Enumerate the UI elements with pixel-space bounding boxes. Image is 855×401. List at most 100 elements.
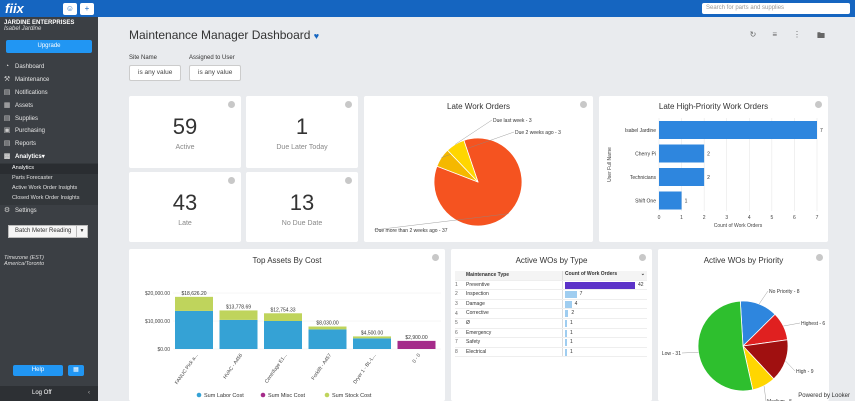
- heart-icon[interactable]: ♥: [313, 31, 320, 41]
- submenu-item[interactable]: Closed Work Order Insights: [12, 194, 80, 201]
- x-category-label: Dryer 1 - BL-L...: [352, 353, 377, 386]
- site-name-filter[interactable]: is any value: [129, 65, 182, 81]
- bar[interactable]: [659, 144, 705, 163]
- kpi-no-due-date[interactable]: 13 No Due Date: [246, 172, 358, 242]
- chevron-down-icon[interactable]: ▼: [76, 226, 87, 238]
- bar-segment[interactable]: [308, 326, 347, 330]
- x-tick-label: 2: [703, 215, 706, 221]
- kpi-active[interactable]: 59 Active: [129, 96, 241, 168]
- kpi-late[interactable]: 43 Late: [129, 172, 241, 242]
- upgrade-button[interactable]: Upgrade: [6, 40, 92, 53]
- help-options-button[interactable]: ▦: [68, 365, 84, 376]
- table-row[interactable]: 7 Safety 1: [455, 338, 647, 348]
- bar[interactable]: [659, 168, 705, 186]
- submenu-item[interactable]: Active Work Order Insights: [12, 184, 78, 191]
- add-icon[interactable]: +: [80, 2, 94, 15]
- logoff-label: Log Off: [32, 390, 52, 396]
- bar-segment[interactable]: [219, 310, 258, 320]
- pie-leader: [783, 322, 801, 327]
- kpi-value: 1: [295, 114, 309, 139]
- bar-segment[interactable]: [353, 338, 391, 349]
- kpi-value: 43: [172, 190, 198, 215]
- bar-segment[interactable]: [219, 319, 258, 349]
- submenu-item[interactable]: Parts Forecaster: [12, 175, 53, 182]
- pie-label: Due more than 2 weeks ago - 37: [375, 228, 448, 234]
- bar-segment[interactable]: [264, 321, 302, 349]
- tile-menu-icon[interactable]: [345, 101, 352, 108]
- bar-segment[interactable]: [175, 310, 213, 349]
- filter-icon[interactable]: ≡: [772, 30, 777, 39]
- tile-menu-icon[interactable]: [228, 177, 235, 184]
- filter-label: Site Name: [129, 55, 158, 61]
- bar-total-label: $18,626.20: [181, 291, 206, 297]
- table-row[interactable]: 2 Inspection 7: [455, 290, 647, 300]
- sidebar-item-purchasing[interactable]: ▣ Purchasing: [0, 125, 98, 138]
- folder-icon[interactable]: 🖿: [817, 31, 825, 40]
- more-icon[interactable]: ⋮: [793, 30, 801, 39]
- column-header-label: Count of Work Orders: [565, 271, 618, 277]
- pie-label: Low - 31: [662, 351, 681, 357]
- table-row[interactable]: 3 Damage 4: [455, 299, 647, 310]
- tile-menu-icon[interactable]: [432, 254, 439, 261]
- sidebar-item-settings[interactable]: ⚙ Settings: [0, 205, 98, 218]
- sidebar-item-supplies[interactable]: ▤ Supplies: [0, 112, 98, 125]
- help-button[interactable]: Help: [13, 365, 63, 376]
- bar-segment[interactable]: [353, 336, 391, 339]
- sidebar-item-reports[interactable]: ▤ Reports: [0, 138, 98, 151]
- pie-slice[interactable]: [697, 300, 754, 392]
- fiix-logo[interactable]: fiix: [5, 1, 24, 16]
- tile-menu-icon[interactable]: [815, 101, 822, 108]
- tile-menu-icon[interactable]: [816, 254, 823, 261]
- refresh-icon[interactable]: ↻: [749, 30, 757, 39]
- reports-icon: ▤: [3, 140, 11, 148]
- table-row[interactable]: 6 Emergency 1: [455, 328, 647, 339]
- count-bar: [565, 310, 569, 318]
- collapse-icon[interactable]: ‹: [88, 390, 90, 396]
- sidebar-item-analytics[interactable]: ▩ Analytics ▾: [0, 151, 98, 164]
- user-name: Isabel Jardine: [4, 26, 42, 32]
- sidebar-item-maintenance[interactable]: ⚒ Maintenance: [0, 74, 98, 87]
- late-work-orders-tile: Late Work Orders Due more than 2 weeks ag…: [364, 96, 593, 242]
- search-input[interactable]: Search for parts and supplies: [702, 3, 850, 14]
- chevron-down-icon[interactable]: ⌄: [640, 271, 645, 277]
- sidebar-item-assets[interactable]: ▦ Assets: [0, 99, 98, 112]
- table-header: Maintenance Type Count of Work Orders ⌄: [455, 271, 647, 281]
- sidebar-item-dashboard[interactable]: ◔ Dashboard: [0, 61, 98, 74]
- tile-menu-icon[interactable]: [228, 101, 235, 108]
- page-title: Maintenance Manager Dashboard ♥: [129, 28, 319, 42]
- gear-icon: ⚙: [3, 206, 11, 214]
- bar-value-label: 2: [707, 152, 710, 158]
- tile-menu-icon[interactable]: [580, 101, 587, 108]
- column-header[interactable]: Count of Work Orders ⌄: [563, 271, 647, 280]
- logoff-button[interactable]: Log Off ‹: [0, 386, 98, 401]
- assigned-user-filter[interactable]: is any value: [189, 65, 242, 81]
- timezone-city: America/Toronto: [4, 261, 45, 268]
- bar-segment[interactable]: [308, 329, 347, 349]
- tile-menu-icon[interactable]: [345, 177, 352, 184]
- column-header[interactable]: Maintenance Type: [463, 271, 563, 280]
- pie-label: Medium - 5: [767, 399, 792, 401]
- table-row[interactable]: 8 Electrical 1: [455, 347, 647, 358]
- submenu-item[interactable]: Analytics: [0, 164, 98, 175]
- org-name: JARDINE ENTERPRISES: [4, 20, 75, 26]
- bar[interactable]: [659, 191, 682, 210]
- top-assets-tile: Top Assets By Cost $20,000.00 $10,000.00 $0…: [129, 249, 445, 401]
- bar-segment[interactable]: [175, 296, 213, 311]
- bar[interactable]: [659, 121, 817, 139]
- count-bar: [565, 339, 567, 347]
- batch-meter-reading-button[interactable]: Batch Meter Reading ▼: [8, 225, 88, 239]
- y-axis-label: User Full Name: [607, 147, 613, 182]
- table-row[interactable]: 4 Corrective 2: [455, 309, 647, 319]
- bar-segment[interactable]: [264, 313, 302, 321]
- tile-menu-icon[interactable]: [639, 254, 646, 261]
- table-row[interactable]: 1 Preventive 42: [455, 280, 647, 291]
- legend-label: Sum Labor Cost: [204, 393, 244, 399]
- kpi-due-later-today[interactable]: 1 Due Later Today: [246, 96, 358, 168]
- bar-segment[interactable]: [397, 340, 436, 349]
- kpi-value: 59: [172, 114, 198, 139]
- sidebar-item-notifications[interactable]: ▤ Notifications: [0, 87, 98, 100]
- chart-title: Active WOs by Type: [515, 256, 588, 265]
- kpi-label: Active: [175, 144, 195, 151]
- user-icon[interactable]: ☺: [63, 2, 77, 15]
